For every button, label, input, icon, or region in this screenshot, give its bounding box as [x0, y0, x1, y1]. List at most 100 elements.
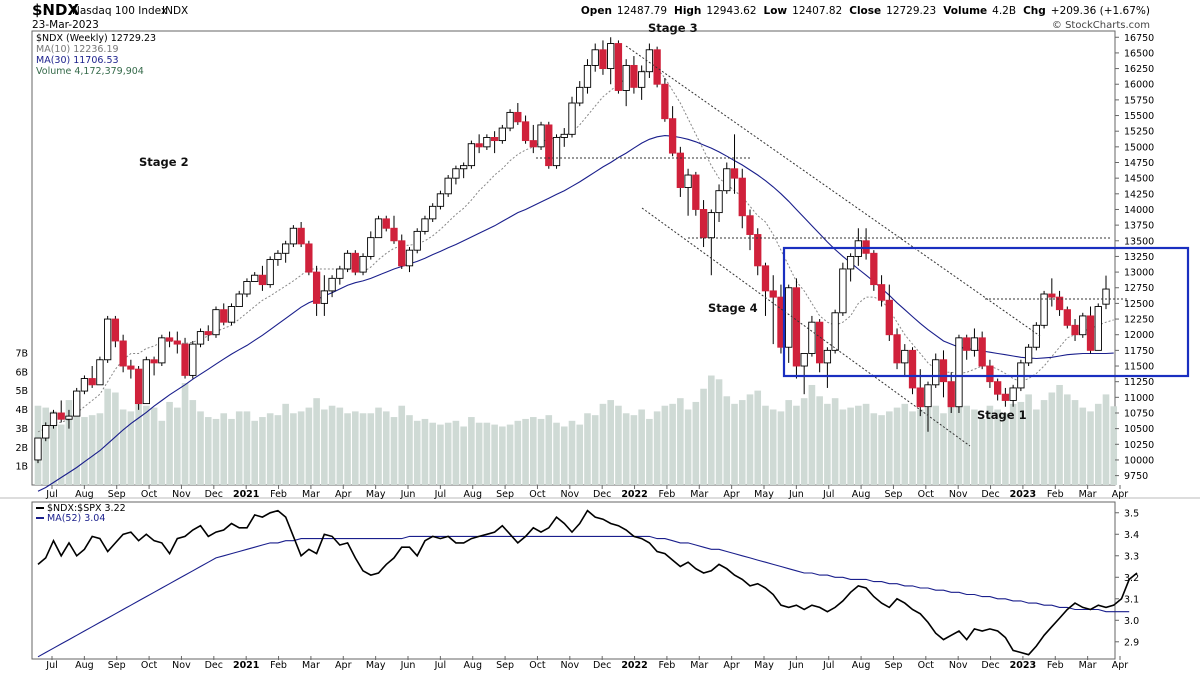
symbol-title: $NDX	[32, 1, 79, 19]
candle-up	[537, 124, 545, 148]
volume-bar	[181, 383, 189, 485]
x-tick-label: Jul	[45, 489, 57, 500]
y-tick-label: 13250	[1124, 252, 1154, 263]
candle-down	[1071, 324, 1079, 336]
candle-up	[932, 359, 940, 386]
candle-down	[963, 337, 971, 351]
quote-low-label: Low	[764, 5, 788, 17]
x-tick-label: Apr	[723, 660, 740, 671]
candle-down	[994, 381, 1002, 395]
candle-up	[707, 212, 715, 239]
candle-up	[467, 143, 476, 167]
volume-bar	[769, 409, 777, 485]
x-tick-label: Jun	[400, 660, 416, 671]
x-tick-label: Nov	[172, 660, 191, 671]
candle-up	[243, 281, 251, 295]
x-tick-label: Mar	[302, 660, 320, 671]
candle-down	[653, 49, 661, 85]
x-tick-label: Nov	[561, 660, 580, 671]
x-tick-label: 2021	[233, 660, 259, 671]
volume-tick-label: 5B	[15, 386, 28, 397]
x-tick-label: Oct	[141, 660, 158, 671]
x-tick-label: Aug	[463, 660, 482, 671]
x-tick-label: May	[366, 660, 386, 671]
candle-up	[96, 359, 104, 386]
volume-bar	[421, 418, 429, 485]
volume-bar	[398, 405, 406, 485]
x-tick-label: 2022	[621, 660, 647, 671]
quote-high-label: High	[674, 5, 701, 17]
volume-bar	[367, 413, 375, 485]
quote-volume-label: Volume	[943, 5, 987, 17]
candle-up	[591, 49, 599, 66]
candle-up	[336, 268, 344, 279]
candle-up	[65, 415, 73, 420]
candle-down	[1001, 393, 1010, 401]
candle-down	[661, 83, 669, 120]
candle-down	[297, 227, 305, 245]
x-tick-label: Mar	[302, 489, 320, 500]
x-tick-label: Nov	[561, 489, 580, 500]
volume-bar	[150, 407, 158, 485]
ratio-y-axis: 2.9 3.0 3.1 3.2 3.3 3.4 3.5	[1115, 508, 1139, 648]
x-tick-label: Dec	[205, 660, 223, 671]
x-tick-label: Dec	[981, 489, 999, 500]
volume-bar	[352, 411, 359, 485]
candle-up	[506, 111, 514, 129]
x-tick-label: Jul	[45, 660, 57, 671]
volume-bar	[855, 405, 862, 485]
volume-bar	[429, 422, 436, 485]
candle-up	[607, 43, 615, 70]
candle-down	[816, 321, 824, 364]
volume-bar	[382, 411, 390, 485]
y-tick-label: 11250	[1124, 377, 1154, 388]
y-tick-label: 15000	[1124, 142, 1154, 153]
volume-tick-label: 6B	[15, 367, 28, 378]
x-tick-label: Apr	[1112, 489, 1129, 500]
x-tick-label: May	[754, 489, 774, 500]
x-tick-label: Aug	[852, 489, 871, 500]
candle-down	[220, 309, 228, 323]
y-tick-label: 13000	[1124, 268, 1154, 279]
candle-up	[289, 227, 298, 245]
ratio-tick-label: 3.1	[1124, 594, 1139, 605]
volume-tick-label: 1B	[15, 462, 28, 473]
volume-bar	[568, 420, 576, 485]
volume-bar	[119, 409, 127, 485]
volume-bar	[715, 379, 723, 485]
volume-bar	[1064, 394, 1071, 485]
volume-bar	[174, 407, 181, 485]
candle-down	[127, 365, 135, 370]
candle-down	[676, 152, 684, 189]
volume-bar	[607, 400, 614, 485]
x-tick-label: May	[754, 660, 774, 671]
volume-bar	[57, 424, 65, 485]
candle-up	[452, 168, 460, 179]
x-tick-label: Oct	[918, 489, 935, 500]
candle-down	[150, 359, 158, 364]
candle-down	[490, 137, 499, 142]
volume-bar	[1087, 411, 1094, 485]
volume-bar	[1002, 413, 1009, 485]
candle-up	[831, 312, 839, 351]
volume-bar	[413, 420, 421, 485]
chart-date: 23-Mar-2023	[32, 19, 99, 31]
y-tick-label: 10000	[1124, 455, 1154, 466]
candle-up	[158, 337, 166, 364]
candle-up	[235, 293, 243, 307]
volume-bar	[1094, 403, 1102, 485]
candle-up	[73, 390, 81, 417]
x-tick-label: Mar	[690, 660, 708, 671]
candle-down	[305, 243, 313, 273]
candle-up	[839, 268, 847, 314]
y-tick-label: 11750	[1124, 346, 1154, 357]
volume-bar	[762, 405, 769, 485]
y-tick-label: 14250	[1124, 189, 1154, 200]
candle-up	[1024, 346, 1033, 364]
candle-up	[266, 259, 274, 286]
candle-up	[568, 102, 576, 135]
candle-up	[343, 252, 352, 270]
candle-up	[1079, 315, 1087, 336]
volume-bar	[499, 426, 506, 485]
candle-down	[699, 209, 708, 239]
